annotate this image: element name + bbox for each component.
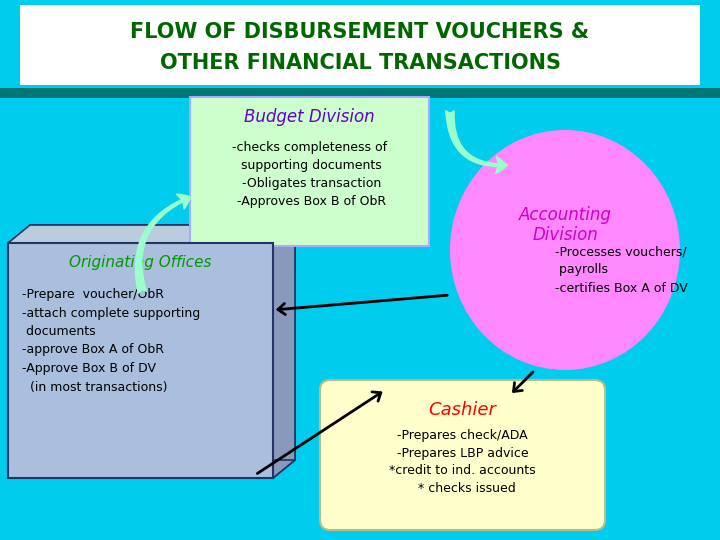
FancyBboxPatch shape xyxy=(190,97,429,246)
FancyBboxPatch shape xyxy=(30,225,295,460)
Text: -Prepares check/ADA
-Prepares LBP advice
*credit to ind. accounts
  * checks iss: -Prepares check/ADA -Prepares LBP advice… xyxy=(390,429,536,496)
Text: Cashier: Cashier xyxy=(428,401,496,419)
Text: Accounting
Division: Accounting Division xyxy=(518,206,611,245)
FancyBboxPatch shape xyxy=(20,5,700,85)
Text: Originating Offices: Originating Offices xyxy=(69,255,212,271)
Ellipse shape xyxy=(450,130,680,370)
Polygon shape xyxy=(8,460,295,478)
Text: OTHER FINANCIAL TRANSACTIONS: OTHER FINANCIAL TRANSACTIONS xyxy=(160,53,560,73)
Polygon shape xyxy=(273,225,295,478)
Text: FLOW OF DISBURSEMENT VOUCHERS &: FLOW OF DISBURSEMENT VOUCHERS & xyxy=(130,22,590,42)
FancyBboxPatch shape xyxy=(8,243,273,478)
FancyBboxPatch shape xyxy=(320,380,605,530)
Text: Budget Division: Budget Division xyxy=(244,108,375,126)
FancyBboxPatch shape xyxy=(0,88,720,98)
Text: -Prepare  voucher/ObR
-attach complete supporting
 documents
-approve Box A of O: -Prepare voucher/ObR -attach complete su… xyxy=(22,288,200,394)
Text: -checks completeness of
 supporting documents
 -Obligates transaction
 -Approves: -checks completeness of supporting docum… xyxy=(232,141,387,208)
Polygon shape xyxy=(8,225,295,243)
Text: -Processes vouchers/
 payrolls
-certifies Box A of DV: -Processes vouchers/ payrolls -certifies… xyxy=(555,246,688,294)
